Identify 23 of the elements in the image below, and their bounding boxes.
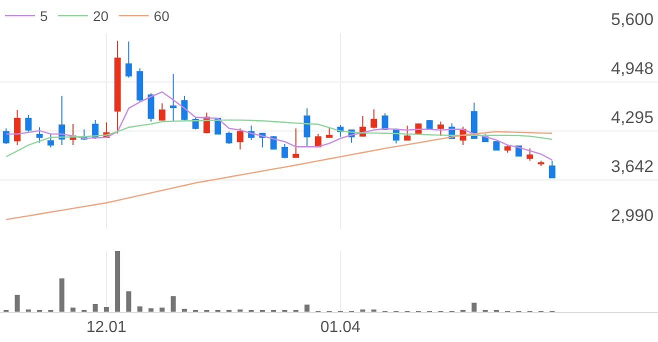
y-tick-label: 3,642 [611,157,654,176]
legend-label: 5 [40,8,48,24]
y-tick-label: 2,990 [611,206,654,225]
y-tick-label: 5,600 [611,10,654,29]
bar [59,278,64,312]
bar [160,308,165,312]
bar [70,308,76,312]
bar [126,291,132,312]
bar [304,304,310,312]
bar [137,306,142,312]
legend-label: 20 [93,8,109,24]
bar [115,251,120,312]
bar [170,296,176,312]
bar [92,304,98,312]
y-tick-label: 4,948 [611,59,654,78]
x-tick-label: 12.01 [86,319,127,336]
y-tick-label: 4,295 [611,108,654,127]
x-tick-label: 01.04 [320,319,361,336]
legend-label: 60 [154,8,170,24]
bar [472,302,477,312]
bar [14,294,20,312]
bar [104,307,109,312]
bar [148,308,154,312]
